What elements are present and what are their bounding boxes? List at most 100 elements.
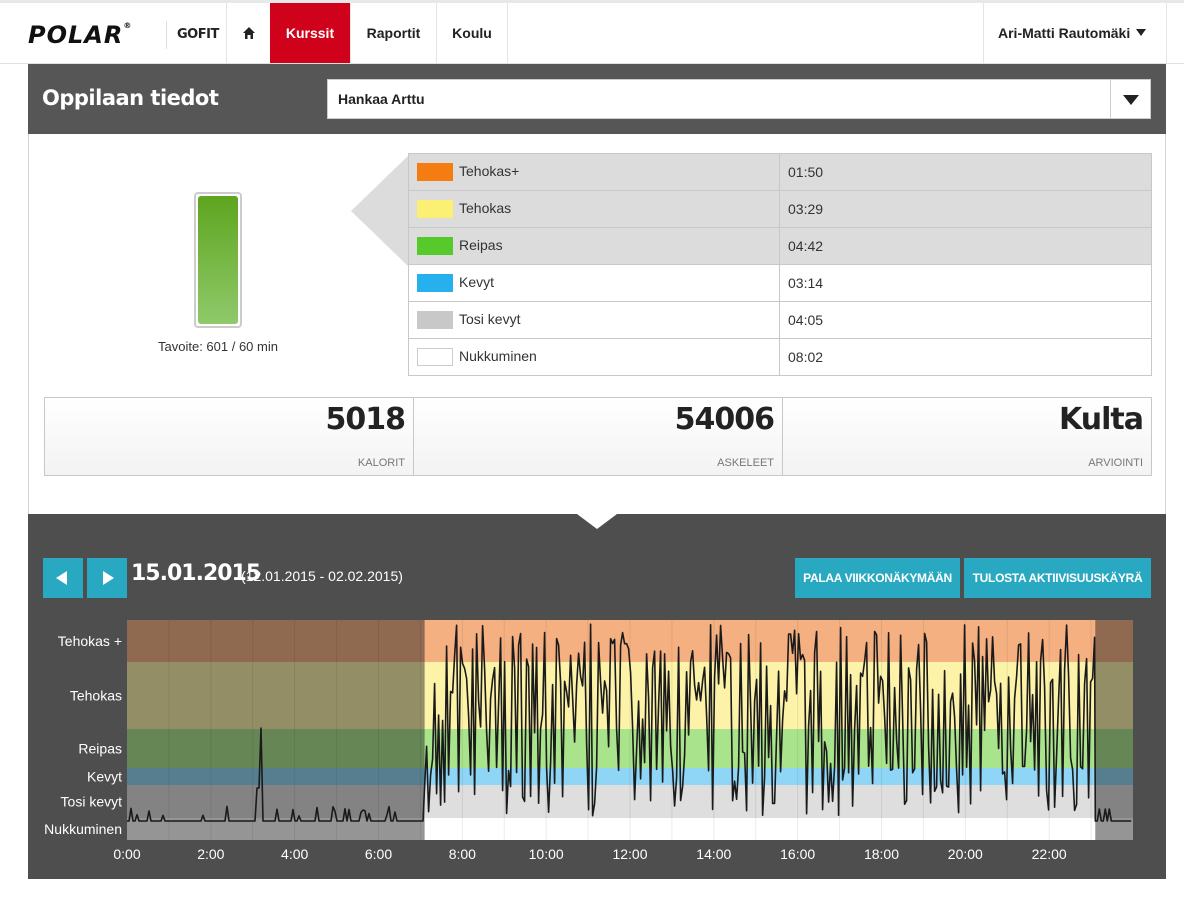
y-axis-label: Reipas [78, 741, 122, 757]
activity-line [127, 623, 1132, 822]
goal-label: Tavoite: 601 / 60 min [158, 339, 278, 354]
stat-label: KALORIT [357, 457, 405, 469]
stat-rating: Kulta ARVIOINTI [783, 398, 1151, 475]
caret-down-icon [1136, 29, 1147, 36]
x-tick-label: 20:00 [948, 846, 983, 862]
x-tick-label: 16:00 [780, 846, 815, 862]
back-to-week-button[interactable]: PALAA VIIKKONÄKYMÄÄN [795, 558, 960, 598]
home-icon [242, 27, 255, 39]
zone-time: 08:02 [779, 338, 1152, 376]
user-name: Ari-Matti Rautomäki [998, 25, 1131, 41]
arrow-right-icon [103, 571, 114, 585]
zone-name: Tosi kevyt [459, 310, 521, 327]
nav-raportit[interactable]: Raportit [350, 3, 436, 63]
zone-name: Reipas [459, 236, 503, 253]
zone-color-swatch [417, 348, 453, 367]
student-select[interactable]: Hankaa Arttu [327, 79, 1151, 119]
activity-section: 15.01.2015 (12.01.2015 - 02.02.2015) PAL… [28, 514, 1166, 879]
zone-name: Kevyt [459, 273, 495, 290]
x-tick-label: 4:00 [281, 846, 308, 862]
y-axis-label: Nukkuminen [44, 821, 122, 837]
stat-value: Kulta [1059, 402, 1144, 437]
zone-color-swatch [417, 237, 453, 256]
y-axis-label: Tehokas [70, 688, 122, 704]
x-tick-label: 10:00 [529, 846, 564, 862]
zone-band [127, 785, 1133, 818]
x-tick-label: 14:00 [696, 846, 731, 862]
zone-name-cell: Reipas [408, 227, 780, 265]
stat-value: 5018 [325, 402, 406, 437]
student-header: Oppilaan tiedot Hankaa Arttu [28, 64, 1166, 134]
polar-logo[interactable]: POLAR® [28, 21, 132, 49]
zone-name: Nukkuminen [459, 347, 537, 364]
zone-band [127, 729, 1133, 768]
zone-name-cell: Tosi kevyt [408, 301, 780, 339]
zone-name-cell: Tehokas+ [408, 153, 780, 191]
caret-down-icon [1123, 95, 1139, 105]
y-axis-label: Tehokas + [58, 633, 122, 649]
zone-band [127, 768, 1133, 785]
y-axis-label: Tosi kevyt [61, 794, 123, 810]
zone-color-swatch [417, 163, 453, 182]
zone-time: 03:29 [779, 190, 1152, 228]
y-axis-label: Kevyt [87, 769, 122, 785]
date-range: (12.01.2015 - 02.02.2015) [241, 568, 403, 584]
stat-steps: 54006 ASKELEET [414, 398, 783, 475]
zone-row: Tosi kevyt 04:05 [408, 301, 1152, 339]
zone-time: 01:50 [779, 153, 1152, 191]
zone-table: Tehokas+ 01:50 Tehokas 03:29 Reipas 04:42 Kevy… [408, 153, 1152, 376]
user-menu[interactable]: Ari-Matti Rautomäki [983, 3, 1167, 63]
zone-color-swatch [417, 274, 453, 293]
stat-value: 54006 [674, 402, 775, 437]
zone-time: 04:05 [779, 301, 1152, 339]
zone-band [127, 818, 1133, 840]
zone-color-swatch [417, 311, 453, 330]
page-title: Oppilaan tiedot [42, 86, 219, 110]
x-tick-label: 2:00 [197, 846, 224, 862]
zone-name: Tehokas+ [459, 162, 520, 179]
stat-calories: 5018 KALORIT [45, 398, 414, 475]
activity-chart: Tehokas + Tehokas Reipas Kevyt Tosi kevyt Nuk… [44, 620, 1133, 862]
zone-time: 04:42 [779, 227, 1152, 265]
zone-pointer [351, 155, 409, 267]
previous-day-button[interactable] [43, 558, 83, 598]
dropdown-button[interactable] [1110, 80, 1150, 118]
student-select-value: Hankaa Arttu [338, 91, 425, 107]
section-notch [577, 514, 617, 529]
x-tick-label: 8:00 [449, 846, 476, 862]
arrow-left-icon [56, 571, 67, 585]
zone-name-cell: Nukkuminen [408, 338, 780, 376]
zone-row: Reipas 04:42 [408, 227, 1152, 265]
zone-row: Nukkuminen 08:02 [408, 338, 1152, 376]
zone-name: Tehokas [459, 199, 512, 216]
x-tick-label: 0:00 [113, 846, 140, 862]
top-navigation: POLAR® GOFIT Kurssit Raportit Koulu Ari-… [0, 0, 1184, 64]
current-date: 15.01.2015 [131, 561, 261, 586]
next-day-button[interactable] [87, 558, 127, 598]
student-summary-panel: Tavoite: 601 / 60 min Tehokas+ 01:50 Tehok… [28, 134, 1166, 514]
stats-row: 5018 KALORIT 54006 ASKELEET Kulta ARVIOINTI [44, 397, 1152, 476]
logo-registered-mark: ® [123, 21, 133, 30]
nav-home[interactable] [226, 3, 270, 63]
goal-progress-bar [194, 192, 242, 328]
x-tick-label: 12:00 [612, 846, 647, 862]
zone-row: Kevyt 03:14 [408, 264, 1152, 302]
zone-row: Tehokas 03:29 [408, 190, 1152, 228]
inactive-overlay [127, 620, 425, 840]
zone-name-cell: Kevyt [408, 264, 780, 302]
print-activity-button[interactable]: TULOSTA AKTIIVISUUSKÄYRÄ [964, 558, 1151, 598]
zone-row: Tehokas+ 01:50 [408, 153, 1152, 191]
x-tick-label: 22:00 [1032, 846, 1067, 862]
product-name: GOFIT [166, 21, 219, 49]
zone-name-cell: Tehokas [408, 190, 780, 228]
stat-label: ASKELEET [717, 457, 774, 469]
zone-color-swatch [417, 200, 453, 219]
logo-text: POLAR [28, 21, 124, 49]
inactive-overlay [1095, 620, 1133, 840]
x-tick-label: 6:00 [365, 846, 392, 862]
x-tick-label: 18:00 [864, 846, 899, 862]
goal-progress-fill [198, 196, 238, 324]
nav-kurssit[interactable]: Kurssit [270, 3, 350, 63]
nav-koulu[interactable]: Koulu [436, 3, 508, 63]
stat-label: ARVIOINTI [1088, 457, 1143, 469]
